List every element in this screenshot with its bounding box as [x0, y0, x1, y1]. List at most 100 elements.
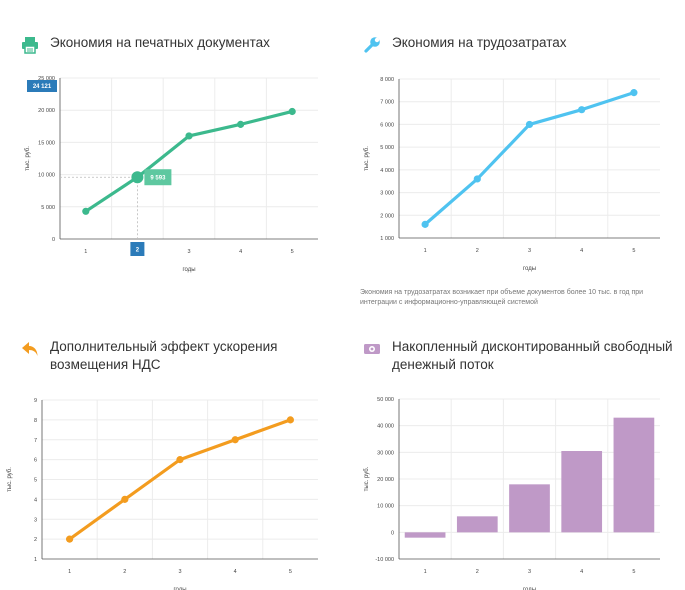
x-axis-title: годы [523, 587, 536, 590]
cash-flow-chart: -10 000 0 10 000 20 000 30 000 40 000 50 000 1 2… [364, 397, 660, 590]
y-tick-label: 6 000 [380, 122, 394, 128]
data-point [525, 120, 534, 129]
y-tick-label: 30 000 [377, 450, 394, 456]
data-point [121, 495, 129, 503]
y-axis-title: тыс. руб. [364, 466, 370, 491]
x-tick-label: 2 [476, 248, 479, 254]
bar [456, 516, 498, 533]
x-tick-label: 5 [632, 569, 635, 575]
x-axis-title: годы [173, 587, 186, 590]
data-point [82, 207, 90, 215]
data-point [421, 220, 429, 228]
x-tick-label: 5 [289, 569, 292, 575]
chart-footnote: Экономия на трудозатратах возникает при … [360, 289, 644, 306]
bar [509, 484, 550, 533]
y-tick-label: -10 000 [375, 557, 394, 563]
data-point [578, 106, 586, 114]
x-tick-label: 5 [632, 248, 635, 254]
series-line [423, 91, 636, 226]
y-marker-label: 24 121 [33, 84, 52, 90]
y-tick-label: 4 [34, 497, 37, 503]
x-marker-label: 2 [136, 248, 140, 254]
y-tick-label: 40 000 [377, 424, 394, 430]
x-tick-label: 4 [580, 248, 583, 254]
x-tick-label: 3 [528, 569, 531, 575]
y-tick-label: 20 000 [377, 477, 394, 483]
data-point [176, 456, 184, 464]
panel-header: Накопленный дисконтированный свободный д… [362, 338, 685, 374]
y-tick-label: 20 000 [38, 108, 55, 114]
panel-header: Экономия на печатных документах [20, 34, 270, 55]
highlighted-point [131, 171, 144, 184]
chart-title: Экономия на трудозатратах [392, 35, 567, 50]
y-tick-label: 0 [391, 530, 394, 536]
y-tick-label: 9 [34, 398, 37, 404]
y-tick-label: 1 [34, 557, 37, 563]
y-tick-label: 10 000 [38, 173, 55, 179]
data-point [286, 416, 294, 424]
x-tick-label: 1 [424, 569, 427, 575]
labor-savings-chart: 1 000 2 000 3 000 4 000 5 000 6 000 7 000 8 000… [364, 77, 660, 272]
x-axis-title: годы [182, 267, 195, 273]
y-tick-label: 2 [34, 537, 37, 543]
data-point [630, 89, 638, 97]
y-tick-label: 15 000 [38, 140, 55, 146]
x-tick-label: 1 [424, 248, 427, 254]
x-tick-label: 4 [580, 569, 583, 575]
panel-header: Дополнительный эффект ускорения возмещен… [20, 338, 310, 374]
data-point [185, 132, 193, 140]
series-line [84, 109, 294, 213]
money-icon [364, 344, 380, 354]
x-tick-label: 3 [528, 248, 531, 254]
y-tick-label: 6 [34, 458, 37, 464]
x-tick-label: 2 [476, 569, 479, 575]
x-tick-label: 4 [234, 569, 237, 575]
y-tick-label: 5 000 [380, 145, 394, 151]
arrow-back-icon [22, 342, 38, 356]
vat-refund-panel: Дополнительный эффект ускорения возмещен… [0, 295, 342, 590]
chart-title: Накопленный дисконтированный свободный д… [392, 339, 673, 372]
x-tick-label: 3 [178, 569, 181, 575]
y-tick-label: 10 000 [377, 504, 394, 510]
y-marker-box [27, 80, 57, 92]
x-tick-label: 3 [187, 249, 190, 255]
chart-title: Дополнительный эффект ускорения возмещен… [50, 339, 278, 372]
printed-docs-savings-panel: Экономия на печатных документах 0 5 000 10… [0, 0, 342, 295]
y-tick-label: 8 000 [380, 77, 394, 83]
printed-docs-chart: 0 5 000 10 000 15 000 20 000 25 000 1 2 3 4 5 годы т… [25, 76, 318, 273]
y-tick-label: 4 000 [380, 168, 394, 174]
y-tick-label: 5 [34, 478, 37, 484]
bar [561, 451, 603, 533]
y-tick-label: 3 [34, 517, 37, 523]
data-point [231, 436, 239, 444]
y-tick-label: 7 000 [380, 100, 394, 106]
printer-icon [22, 37, 38, 54]
vat-refund-chart: 1 2 3 4 5 6 7 8 9 1 2 3 4 5 годы тыс. руб. [7, 398, 318, 590]
x-axis-title: годы [523, 266, 536, 272]
y-tick-label: 25 000 [38, 76, 55, 82]
y-axis-title: тыс. руб. [7, 467, 13, 492]
bar [613, 417, 655, 533]
x-tick-label: 1 [84, 249, 87, 255]
y-tick-label: 7 [34, 438, 37, 444]
y-axis-title: тыс. руб. [25, 146, 31, 171]
data-point [66, 535, 74, 543]
data-point [288, 107, 296, 116]
y-axis-title: тыс. руб. [364, 146, 370, 171]
y-tick-label: 3 000 [380, 191, 394, 197]
x-tick-label: 2 [123, 569, 126, 575]
x-marker-box [130, 242, 145, 256]
data-point [237, 120, 245, 128]
y-tick-label: 8 [34, 418, 37, 424]
x-tick-label: 1 [68, 569, 71, 575]
x-tick-label: 5 [291, 249, 294, 255]
y-tick-label: 50 000 [377, 397, 394, 403]
y-tick-label: 2 000 [380, 213, 394, 219]
value-tooltip-box [144, 169, 172, 186]
y-tick-label: 1 000 [380, 236, 394, 242]
labor-savings-panel: Экономия на трудозатратах 1 000 2 000 3 00… [342, 0, 684, 306]
cash-flow-panel: Накопленный дисконтированный свободный д… [342, 295, 684, 590]
y-tick-label: 5 000 [41, 205, 55, 211]
data-point [473, 175, 481, 183]
bar [404, 532, 446, 538]
